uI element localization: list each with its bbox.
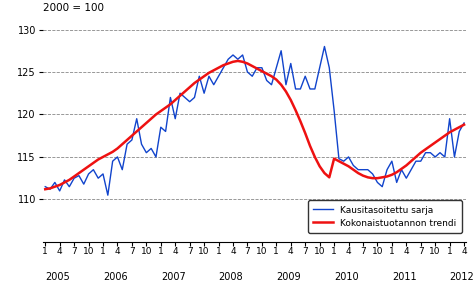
Kokonaistuotannon trendi [293,109,298,112]
Kausitasoitettu sarja [52,181,58,184]
Text: 2000 = 100: 2000 = 100 [43,3,104,12]
Kokonaistuotannon trendi [42,187,48,191]
Text: 2011: 2011 [392,273,416,282]
Kokonaistuotannon trendi [254,67,260,70]
Kausitasoitettu sarja [105,194,111,197]
Kokonaistuotannon trendi [437,137,443,141]
Text: 2010: 2010 [334,273,359,282]
Text: 2006: 2006 [103,273,128,282]
Text: 2008: 2008 [218,273,243,282]
Text: 2009: 2009 [277,273,301,282]
Kausitasoitettu sarja [163,130,169,133]
Kokonaistuotannon trendi [235,59,241,63]
Kausitasoitettu sarja [293,87,298,91]
Line: Kokonaistuotannon trendi: Kokonaistuotannon trendi [45,61,464,189]
Kausitasoitettu sarja [322,45,327,48]
Kokonaistuotannon trendi [461,123,467,127]
Text: 2005: 2005 [45,273,70,282]
Kausitasoitettu sarja [42,185,48,189]
Legend: Kausitasoitettu sarja, Kokonaistuotannon trendi: Kausitasoitettu sarja, Kokonaistuotannon… [308,200,462,233]
Kausitasoitettu sarja [461,121,467,125]
Kausitasoitettu sarja [254,66,260,70]
Line: Kausitasoitettu sarja: Kausitasoitettu sarja [45,47,464,195]
Kokonaistuotannon trendi [163,106,169,109]
Kausitasoitettu sarja [168,96,173,99]
Kausitasoitettu sarja [379,185,385,189]
Text: 2007: 2007 [161,273,186,282]
Text: 2012: 2012 [450,273,475,282]
Kokonaistuotannon trendi [158,109,164,113]
Kokonaistuotannon trendi [52,185,58,189]
